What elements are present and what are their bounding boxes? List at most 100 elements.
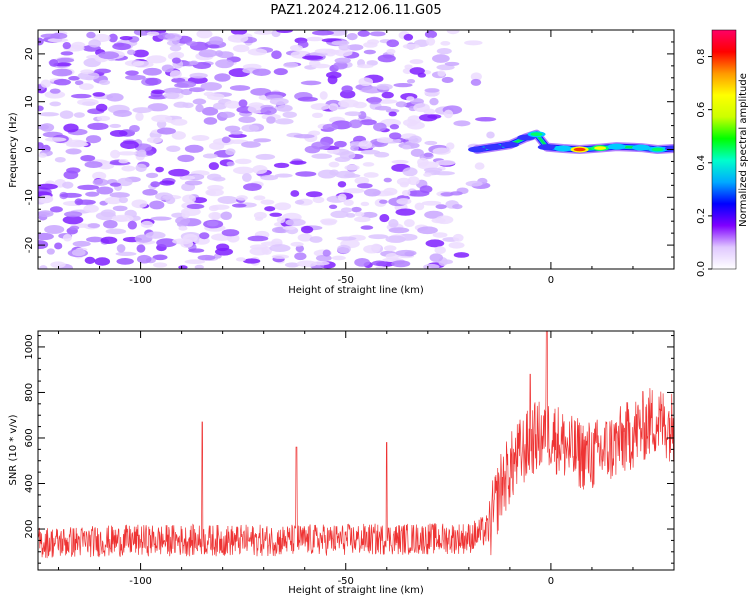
heatmap-cell	[100, 236, 118, 244]
heatmap-cell	[440, 41, 451, 46]
heatmap-cell	[396, 198, 412, 205]
heatmap-cell	[383, 187, 398, 196]
heatmap-cell	[38, 105, 44, 112]
snr-x-axis: -100 -50 0	[58, 331, 675, 587]
heatmap-cell	[98, 79, 111, 86]
heatmap-cell	[188, 248, 205, 253]
heatmap-cell	[109, 130, 128, 137]
heatmap-cell	[424, 140, 438, 146]
heatmap-cell	[199, 232, 210, 240]
heatmap-cell	[224, 100, 241, 109]
heatmap-cell	[47, 37, 69, 43]
heatmap-cell	[341, 85, 353, 93]
heatmap-cell	[74, 80, 84, 86]
heatmap-cell	[84, 256, 96, 264]
heatmap-cell	[224, 125, 241, 132]
heatmap-cell	[436, 47, 452, 55]
heatmap-cell	[311, 141, 331, 150]
heatmap-cell	[331, 40, 350, 46]
heatmap-cell	[208, 44, 220, 49]
heatmap-cell	[417, 226, 438, 235]
heatmap-cell	[171, 57, 181, 64]
heatmap-cell	[312, 196, 325, 204]
signal-track-point	[468, 146, 487, 153]
heatmap-cell	[124, 74, 146, 81]
heatmap-cell	[38, 195, 53, 204]
heatmap-cell	[44, 137, 67, 142]
heatmap-cell	[294, 252, 307, 261]
heatmap-cell	[136, 244, 146, 253]
heatmap-cell	[363, 172, 379, 178]
heatmap-cell	[116, 151, 137, 156]
heatmap-cell	[360, 225, 374, 230]
heatmap-cell	[255, 153, 276, 160]
heatmap-cell	[437, 70, 446, 77]
heatmap-cell	[395, 101, 407, 108]
heatmap-cell	[388, 227, 410, 234]
heatmap-cell	[260, 106, 277, 115]
snr-y-axis-label: SNR (10 * v/v)	[8, 414, 19, 485]
heatmap-cell	[178, 225, 188, 231]
heatmap-cell	[388, 111, 397, 117]
heatmap-cell	[201, 106, 219, 116]
heatmap-cell	[339, 150, 356, 160]
heatmap-cell	[170, 118, 188, 126]
y-tick-label: -10	[24, 189, 35, 205]
heatmap-cell	[188, 87, 206, 93]
heatmap-cell	[344, 164, 360, 171]
heatmap-cell	[354, 211, 365, 217]
y-tick-label: 10	[24, 95, 35, 108]
heatmap-cell	[213, 102, 227, 110]
heatmap-cell	[474, 162, 485, 170]
heatmap-cell	[274, 118, 294, 125]
heatmap-cell	[220, 211, 232, 221]
heatmap-cell	[425, 239, 445, 248]
heatmap-cell	[39, 265, 48, 269]
colorbar-ticks: 0.0 0.2 0.4 0.6 0.8	[696, 49, 712, 277]
heatmap-cell	[418, 113, 438, 122]
heatmap-cell	[276, 216, 286, 224]
heatmap-cell	[314, 48, 335, 54]
heatmap-cell	[164, 33, 176, 39]
heatmap-cell	[217, 51, 234, 59]
heatmap-cell	[271, 254, 290, 259]
heatmap-cell	[113, 109, 132, 117]
heatmap-cell	[150, 216, 172, 221]
heatmap-cell	[208, 142, 225, 150]
heatmap-cell	[273, 68, 288, 76]
heatmap-cell	[59, 192, 82, 198]
signal-track-point	[632, 144, 651, 151]
heatmap-cell	[289, 160, 307, 165]
heatmap-cell	[335, 170, 356, 179]
heatmap-cell	[347, 44, 364, 51]
heatmap-cell	[95, 103, 108, 112]
heatmap-cell	[283, 62, 299, 68]
heatmap-cell	[87, 223, 101, 229]
heatmap-cell	[346, 33, 358, 41]
heatmap-cell	[168, 168, 190, 177]
x-tick-label: -50	[338, 576, 354, 587]
heatmap-cell	[300, 225, 314, 234]
heatmap-cell	[80, 69, 94, 74]
heatmap-cell	[362, 162, 375, 167]
heatmap-cell	[351, 206, 362, 213]
heatmap-cell	[253, 211, 267, 219]
heatmap-cell	[118, 158, 129, 164]
heatmap-cell	[112, 43, 132, 51]
heatmap-cell	[208, 212, 222, 220]
heatmap-cell	[260, 174, 279, 181]
heatmap-cell	[406, 96, 415, 102]
heatmap-cell	[337, 244, 351, 254]
heatmap-cell	[421, 200, 442, 206]
heatmap-cell	[153, 262, 168, 268]
heatmap-cell	[60, 51, 74, 56]
heatmap-cell	[49, 88, 61, 94]
heatmap-cell	[54, 157, 66, 163]
heatmap-cell	[453, 120, 471, 127]
heatmap-cell	[216, 243, 230, 252]
heatmap-cell	[271, 227, 286, 233]
heatmap-cell	[417, 157, 429, 167]
heatmap-cell	[148, 94, 168, 100]
heatmap-cell	[98, 51, 120, 60]
heatmap-cell	[146, 31, 160, 37]
